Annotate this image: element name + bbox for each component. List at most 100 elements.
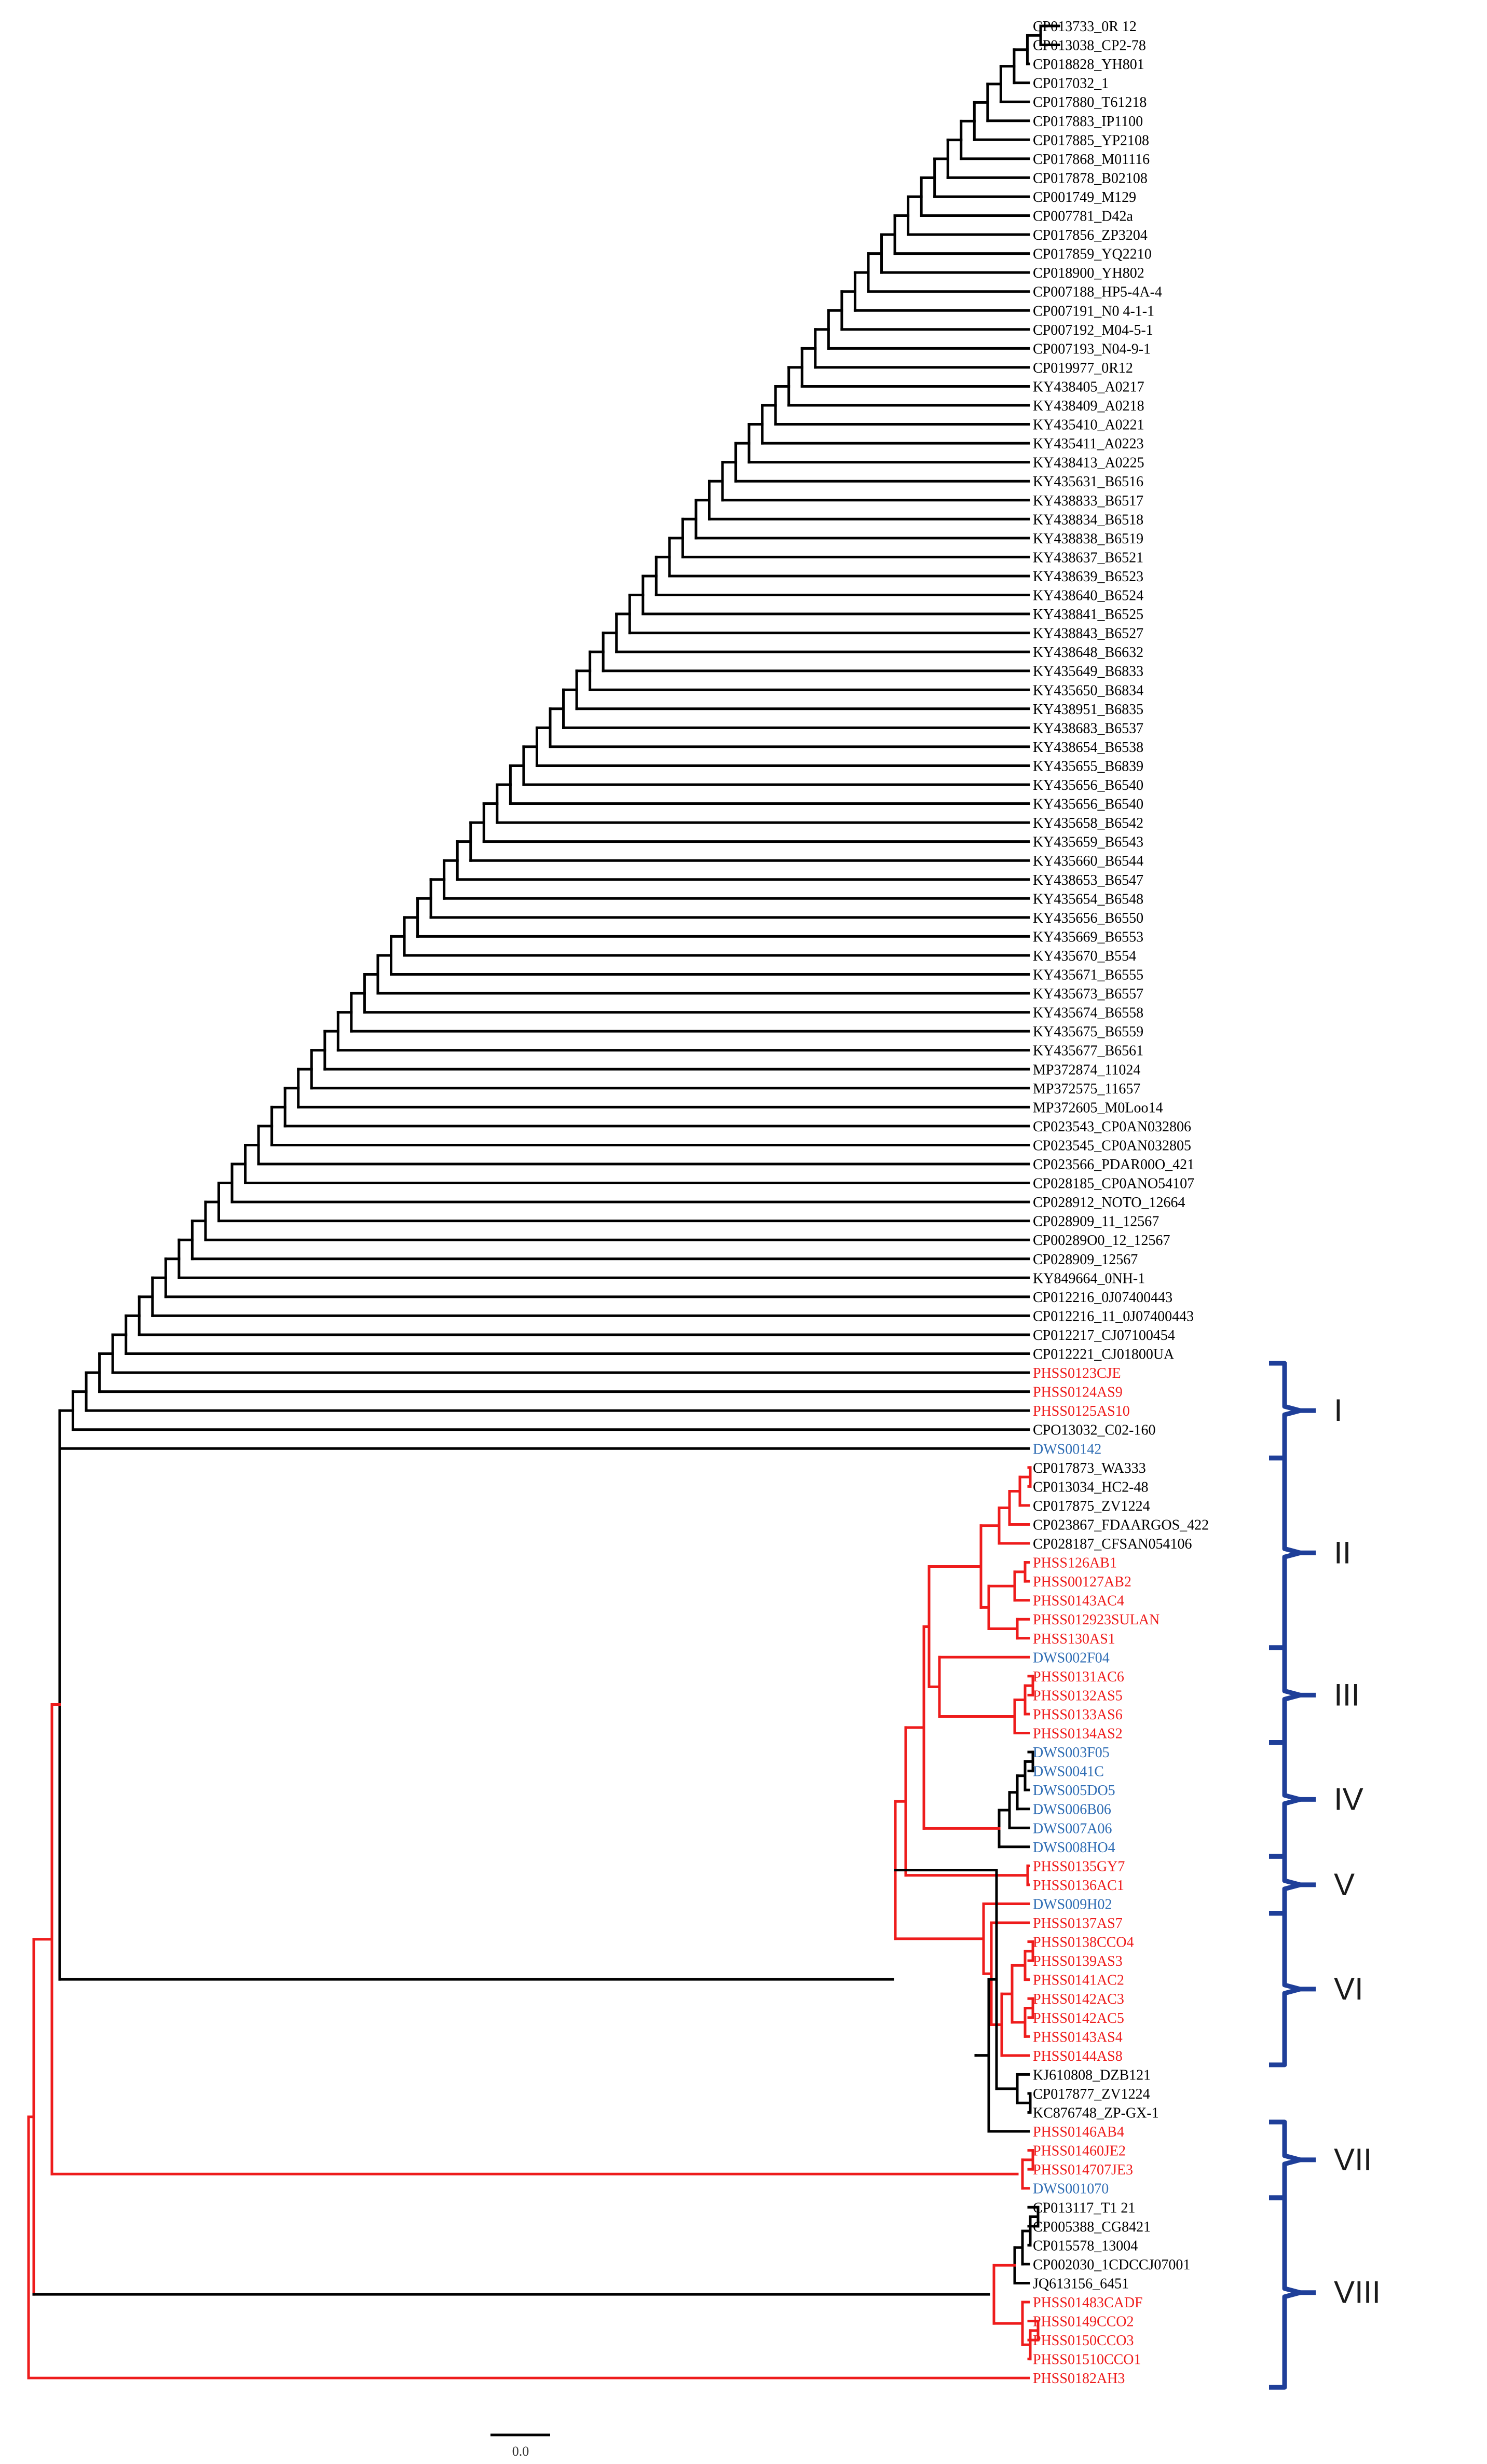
tip-label: PHSS0138CCO4: [1033, 1935, 1134, 1951]
clade-label: VII: [1334, 2142, 1372, 2177]
clade-label: III: [1334, 1677, 1360, 1712]
tip-label: DWS002F04: [1033, 1650, 1110, 1666]
tip-label: CP012221_CJ01800UA: [1033, 1347, 1175, 1363]
scale-bar: 0.0: [490, 2433, 550, 2459]
tip-label: PHSS0149CCO2: [1033, 2314, 1134, 2330]
tip-label: MP372874_11024: [1033, 1062, 1140, 1078]
tip-label: PHSS01510CCO1: [1033, 2352, 1141, 2368]
tip-label: PHSS0139AS3: [1033, 1953, 1123, 1969]
tip-label: PHSS0182AH3: [1033, 2371, 1125, 2387]
tip-label: PHSS014707JE3: [1033, 2162, 1133, 2178]
tip-label: KY435655_B6839: [1033, 758, 1143, 774]
tip-label: CP001749_M129: [1033, 189, 1136, 206]
tip-label: CP017877_ZV1224: [1033, 2086, 1150, 2102]
tip-label: DWS009H02: [1033, 1896, 1112, 1912]
tip-label: PHSS00127AB2: [1033, 1574, 1131, 1590]
clade-label: V: [1334, 1867, 1355, 1902]
tip-label: KY435670_B554: [1033, 948, 1136, 964]
tip-label: KY435658_B6542: [1033, 815, 1143, 831]
tip-label: PHSS0137AS7: [1033, 1915, 1123, 1932]
tip-label: KY435410_A0221: [1033, 417, 1144, 433]
clade-bracket: [1269, 1645, 1303, 1745]
tip-label: PHSS0125AS10: [1033, 1403, 1130, 1419]
tip-label: KY438413_A0225: [1033, 455, 1144, 471]
clade-label: I: [1334, 1393, 1343, 1428]
tip-label: CP017875_ZV1224: [1033, 1498, 1150, 1514]
tip-label: KY438834_B6518: [1033, 512, 1143, 528]
tip-label: KY435675_B6559: [1033, 1024, 1143, 1040]
tip-label: PHSS0143AS4: [1033, 2029, 1123, 2045]
clade-bracket: [1269, 1361, 1303, 1460]
tip-label: KY435656_B6540: [1033, 797, 1143, 813]
tip-label: PHSS0134AS2: [1033, 1726, 1123, 1742]
tip-label: PHSS0141AC2: [1033, 1973, 1124, 1989]
tip-label: PHSS0150CCO3: [1033, 2333, 1134, 2349]
clade-bracket: [1269, 1854, 1303, 1915]
tip-label: CP013038_CP2-78: [1033, 38, 1146, 54]
tip-label: PHSS0124AS9: [1033, 1385, 1123, 1401]
tip-label: KY435656_B6550: [1033, 910, 1143, 926]
tip-label: CP012217_CJ07100454: [1033, 1327, 1175, 1344]
tip-label: KY438648_B6632: [1033, 645, 1143, 661]
tip-label: JQ613156_6451: [1033, 2276, 1129, 2292]
tip-label: PHSS0143AC4: [1033, 1593, 1124, 1609]
tip-label: PHSS126AB1: [1033, 1555, 1117, 1571]
clade-label: IV: [1334, 1782, 1363, 1816]
tip-label: MP372575_11657: [1033, 1081, 1140, 1097]
tip-label: CP017878_B02108: [1033, 170, 1148, 186]
tip-label: PHSS0131AC6: [1033, 1669, 1124, 1685]
tip-label: KY435671_B6555: [1033, 967, 1143, 983]
tip-label: CP013034_HC2-48: [1033, 1479, 1148, 1495]
tip-label: PHSS0135GY7: [1033, 1858, 1125, 1874]
tip-label: CP017873_WA333: [1033, 1460, 1146, 1476]
tip-label: KY438405_A0217: [1033, 379, 1144, 395]
tip-label: CP012216_0J07400443: [1033, 1290, 1172, 1306]
tip-label: PHSS0142AC5: [1033, 2010, 1124, 2027]
tip-label: CP028909_12567: [1033, 1252, 1138, 1268]
tip-label: KY435659_B6543: [1033, 834, 1143, 851]
tip-label: CPO13032_C02-160: [1033, 1422, 1155, 1439]
tip-label: KY849664_0NH-1: [1033, 1270, 1145, 1286]
tip-label: MP372605_M0Loo14: [1033, 1100, 1163, 1116]
tip-label: CP002030_1CDCCJ07001: [1033, 2257, 1190, 2273]
tip-label: CP018828_YH801: [1033, 57, 1144, 73]
tip-label: KY435650_B6834: [1033, 682, 1143, 699]
tip-label: KY435660_B6544: [1033, 853, 1143, 869]
tip-label: KY438683_B6537: [1033, 720, 1143, 736]
tip-label: DWS0041C: [1033, 1764, 1104, 1780]
tip-label: DWS005DO5: [1033, 1783, 1115, 1799]
tip-label: CP019977_0R12: [1033, 360, 1133, 376]
tip-label: PHSS0132AS5: [1033, 1688, 1123, 1704]
tip-label: CP023543_CP0AN032806: [1033, 1119, 1191, 1135]
clade-bracket: [1269, 1911, 1303, 2068]
tip-label: KC876748_ZP-GX-1: [1033, 2105, 1159, 2121]
tip-label: KY435674_B6558: [1033, 1005, 1143, 1021]
tip-label: PHSS01483CADF: [1033, 2295, 1143, 2311]
clade-bracket: [1269, 1456, 1303, 1650]
tip-label: CP005388_CG8421: [1033, 2219, 1151, 2235]
clade-label: VIII: [1334, 2275, 1381, 2310]
tip-label: CP017856_ZP3204: [1033, 227, 1148, 243]
tip-label: KY438841_B6525: [1033, 607, 1143, 623]
tip-label: CP017032_1: [1033, 76, 1109, 92]
tree-branches: [27, 24, 1060, 2379]
tip-label: KY438843_B6527: [1033, 626, 1143, 642]
tip-label: KY435411_A0223: [1033, 436, 1144, 452]
tip-label: CP028912_NOTO_12664: [1033, 1195, 1185, 1211]
tip-label: DWS007A06: [1033, 1820, 1112, 1837]
tip-label: CP007188_HP5-4A-4: [1033, 284, 1162, 300]
clade-label: VI: [1334, 1972, 1363, 2006]
tip-label: CP007193_N04-9-1: [1033, 341, 1151, 357]
tip-label: KY438833_B6517: [1033, 493, 1143, 509]
tip-labels: CP013733_0R 12 CP013038_CP2-78 CP018828_YH…: [1033, 19, 1209, 2387]
tip-label: CP028187_CFSAN054106: [1033, 1536, 1192, 1552]
tip-label: KY435669_B6553: [1033, 929, 1143, 945]
tip-label: CP018900_YH802: [1033, 265, 1144, 281]
tip-label: CP028909_11_12567: [1033, 1214, 1159, 1230]
tip-label: KY438653_B6547: [1033, 872, 1143, 888]
tip-label: CP023867_FDAARGOS_422: [1033, 1517, 1209, 1533]
tip-label: DWS001070: [1033, 2181, 1109, 2197]
tip-label: CP013117_T1 21: [1033, 2200, 1135, 2216]
tip-label: KY435656_B6540: [1033, 777, 1143, 793]
tip-label: CP017859_YQ2210: [1033, 247, 1152, 263]
